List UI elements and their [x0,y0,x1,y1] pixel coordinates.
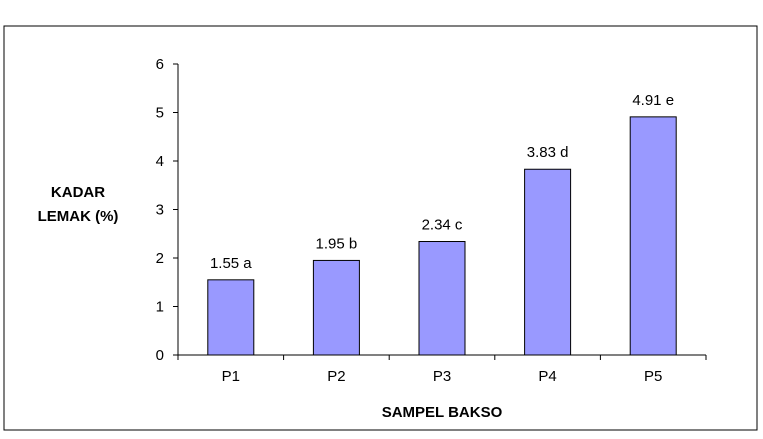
bar-p3 [418,241,466,356]
y-axis-label-line-2: LEMAK (%) [38,208,119,225]
y-tick-label: 5 [156,105,164,122]
x-tick-label-p2: P2 [327,368,345,385]
y-tick-label: 4 [156,153,164,170]
y-tick-label: 3 [156,202,164,219]
x-tick-label-p3: P3 [433,368,451,385]
y-axis-label-line-1: KADAR [51,184,105,201]
y-tick-label: 6 [156,56,164,73]
x-tick-label-p1: P1 [222,368,240,385]
x-tick-label-p4: P4 [538,368,556,385]
x-tick-label-p5: P5 [644,368,662,385]
bar-p4 [524,168,572,356]
y-tick-label: 1 [156,299,164,316]
y-tick-label: 2 [156,250,164,267]
data-label-p5: 4.91 e [632,92,674,109]
plot-area: 0 1 2 3 4 5 6 1.55 a P1 1.95 b P2 2.34 c P3 3.83 d P4 4… [156,56,707,385]
data-label-p1: 1.55 a [210,255,252,272]
data-label-p2: 1.95 b [316,235,358,252]
data-label-p4: 3.83 d [527,144,569,161]
y-tick-label: 0 [156,347,164,364]
bar-p5 [629,116,677,356]
chart-frame [3,25,758,431]
x-axis-label: SAMPEL BAKSO [382,404,503,421]
data-label-p3: 2.34 c [422,217,463,234]
bar-p1 [207,279,255,356]
bar-p2 [312,259,360,356]
